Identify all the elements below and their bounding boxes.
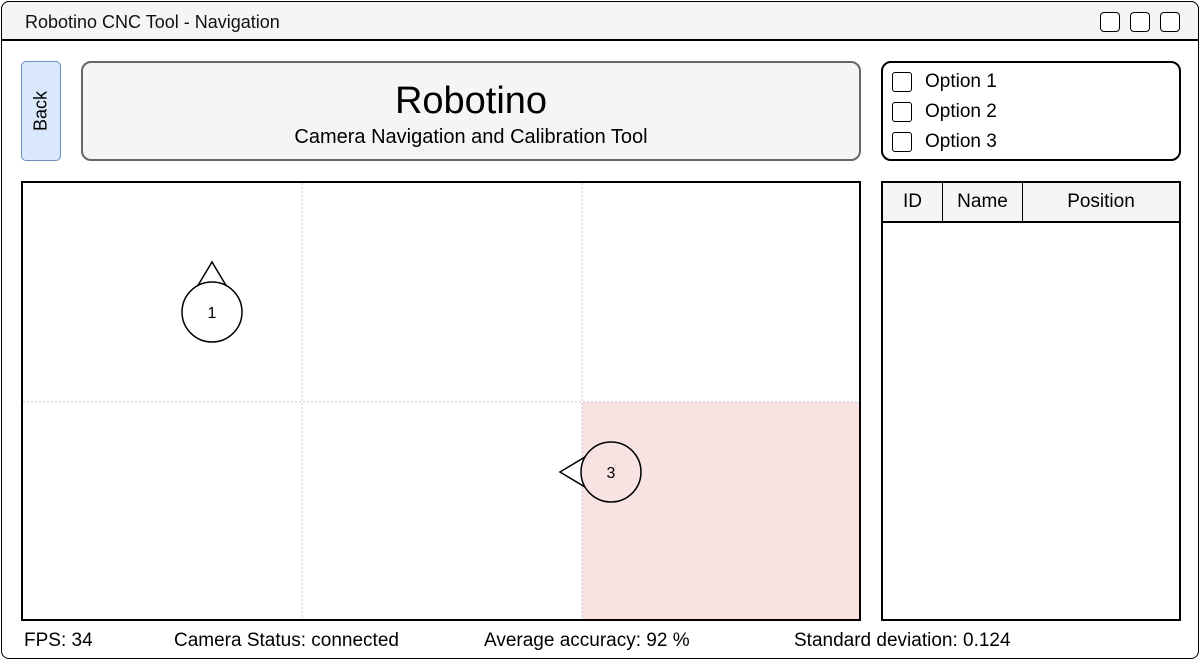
table-header: ID Name Position xyxy=(883,183,1179,223)
close-button[interactable] xyxy=(1160,12,1180,32)
option-1-label: Option 1 xyxy=(925,71,997,92)
maximize-button[interactable] xyxy=(1130,12,1150,32)
average-accuracy: Average accuracy: 92 % xyxy=(484,630,690,651)
window-title: Robotino CNC Tool - Navigation xyxy=(25,12,280,32)
robot-3[interactable]: 3 xyxy=(558,441,642,503)
page-title: Robotino xyxy=(394,80,548,122)
page-subtitle: Camera Navigation and Calibration Tool xyxy=(294,126,648,148)
camera-status: Camera Status: connected xyxy=(174,630,399,651)
option-3-checkbox[interactable] xyxy=(892,132,912,152)
column-header-position[interactable]: Position xyxy=(1067,191,1135,212)
options-panel: Option 1 Option 2 Option 3 xyxy=(881,61,1181,161)
header-banner: Robotino Camera Navigation and Calibrati… xyxy=(81,61,861,161)
back-button[interactable]: Back xyxy=(21,61,61,161)
standard-deviation: Standard deviation: 0.124 xyxy=(794,630,1011,651)
robot-table: ID Name Position xyxy=(881,181,1181,621)
title-bar: Robotino CNC Tool - Navigation xyxy=(1,1,1199,41)
fps-readout: FPS: 34 xyxy=(24,630,93,651)
robot-3-body xyxy=(580,441,642,503)
robot-1-body xyxy=(181,281,243,343)
option-3-label: Option 3 xyxy=(925,131,997,152)
map-canvas: 1 3 xyxy=(23,183,859,619)
robot-1[interactable]: 1 xyxy=(181,260,243,343)
camera-map[interactable]: 1 3 xyxy=(21,181,861,621)
back-button-label: Back xyxy=(30,90,51,132)
option-2-label: Option 2 xyxy=(925,101,997,122)
option-2-checkbox[interactable] xyxy=(892,102,912,122)
column-header-id[interactable]: ID xyxy=(883,183,943,221)
robot-1-label: 1 xyxy=(208,305,217,322)
minimize-button[interactable] xyxy=(1100,12,1120,32)
robot-3-label: 3 xyxy=(607,465,616,482)
highlighted-cell xyxy=(582,402,859,619)
option-1-checkbox[interactable] xyxy=(892,72,912,92)
column-header-name[interactable]: Name xyxy=(943,183,1023,221)
